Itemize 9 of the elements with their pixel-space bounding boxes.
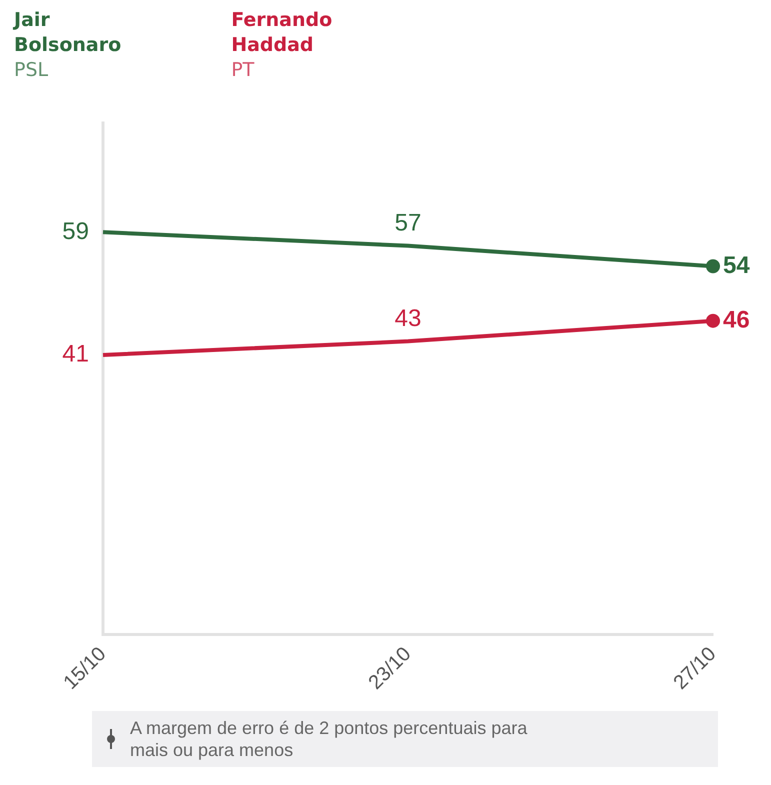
data-label: 54 [723, 252, 750, 279]
text: A margem de erro é de 2 pontos percentuais para mais ou para menos [130, 717, 528, 761]
data-label: 57 [394, 209, 422, 236]
data-label: 41 [62, 340, 89, 368]
text: Fernando Haddad PT [231, 8, 332, 83]
data-label: 43 [394, 304, 422, 332]
text: Jair Bolsonaro PSL [14, 8, 122, 83]
data-label: 59 [62, 218, 89, 245]
data-label: 46 [723, 306, 750, 334]
